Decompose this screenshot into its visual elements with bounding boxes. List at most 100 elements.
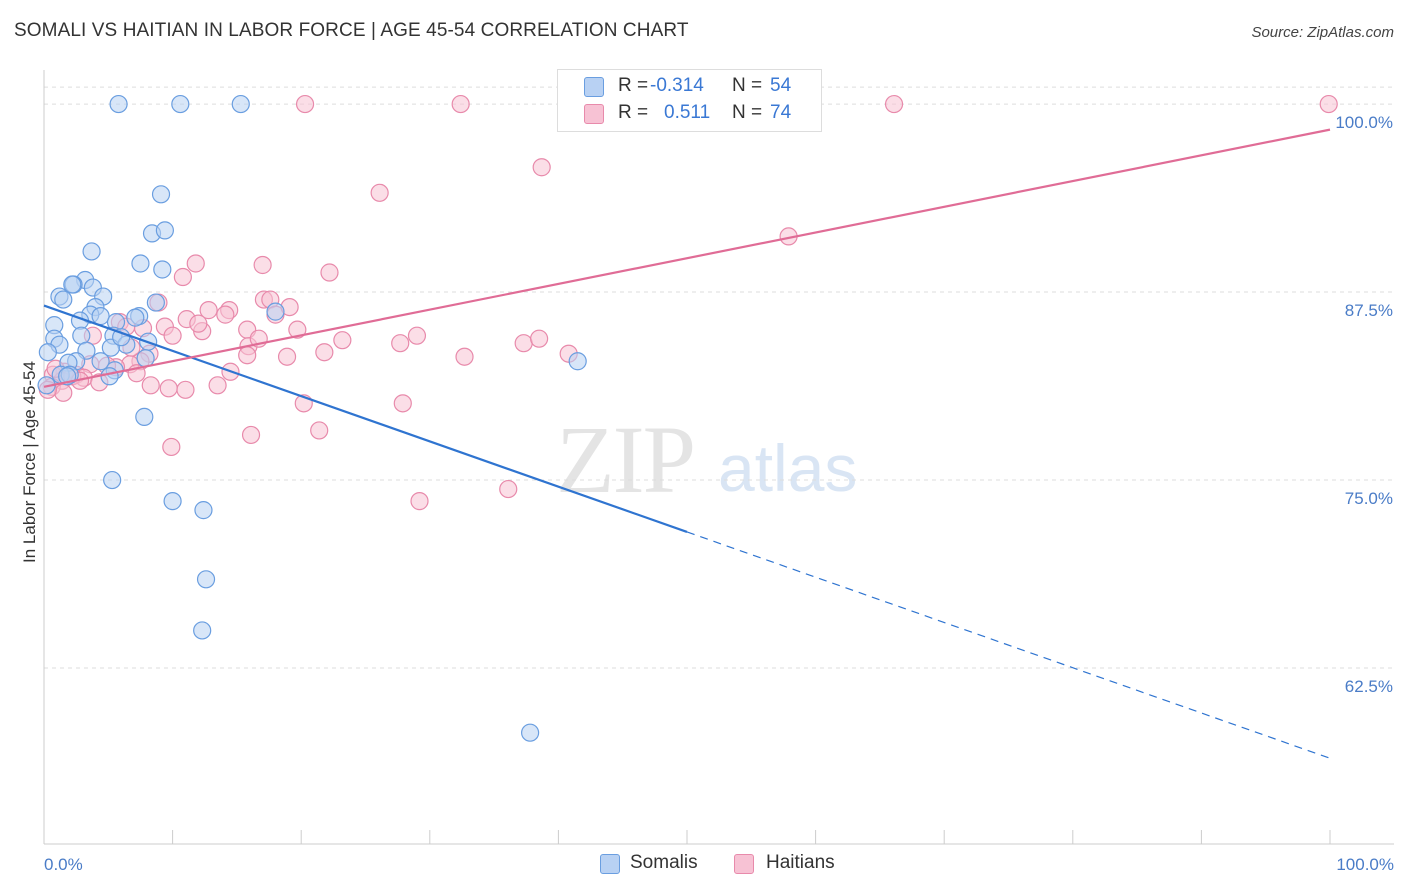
legend-n-value-haitians: 74: [770, 102, 792, 123]
somali-point: [91, 307, 110, 326]
haitian-point: [514, 334, 533, 353]
legend-r-label: R =: [618, 102, 649, 123]
correlation-legend: R = -0.314 N = 54 R = 0.511 N = 74: [557, 69, 822, 132]
somali-point: [266, 302, 285, 321]
y-tick-labels: 62.5% 75.0% 87.5% 100.0%: [1335, 113, 1393, 696]
haitian-point: [253, 255, 272, 275]
watermark-atlas: atlas: [718, 431, 858, 505]
source-label: Source: ZipAtlas.com: [1251, 24, 1394, 41]
legend-r-label: R =: [618, 75, 649, 96]
bottom-legend-swatch-haitians: [734, 854, 754, 874]
y-tick-label: 100.0%: [1335, 113, 1393, 132]
somali-point: [91, 352, 110, 371]
somali-point: [153, 260, 172, 279]
bottom-legend-label-haitians: Haitians: [766, 852, 835, 873]
haitian-point: [1319, 94, 1338, 114]
somali-trend-line: [43, 304, 688, 533]
haitian-point: [216, 305, 235, 324]
haitian-point: [295, 94, 315, 114]
haitian-point: [199, 301, 218, 320]
somali-point: [82, 242, 101, 261]
haitian-point: [141, 376, 160, 395]
somali-point: [63, 275, 82, 294]
somali-point: [38, 343, 57, 362]
haitian-point: [189, 314, 208, 333]
haitian-point: [310, 421, 329, 440]
chart-title: SOMALI VS HAITIAN IN LABOR FORCE | AGE 4…: [14, 20, 689, 41]
somali-point: [163, 492, 182, 511]
haitian-point: [288, 320, 307, 339]
haitian-point: [370, 183, 389, 202]
haitian-point: [176, 380, 195, 399]
legend-n-label: N =: [732, 102, 763, 123]
haitian-point: [530, 329, 549, 348]
haitian-point: [163, 326, 182, 345]
haitian-trend-line: [43, 128, 1331, 388]
haitian-series: [38, 94, 1338, 511]
legend-r-value-somalis: -0.314: [650, 75, 704, 96]
y-tick-label: 75.0%: [1345, 489, 1393, 508]
somali-point: [103, 470, 122, 490]
bottom-legend-swatch-somalis: [600, 854, 620, 874]
somali-point: [568, 352, 587, 371]
somali-point: [135, 407, 154, 426]
somali-point: [126, 308, 145, 327]
somali-point: [151, 185, 171, 204]
somali-point: [100, 367, 119, 386]
haitian-point: [315, 343, 334, 362]
haitian-point: [884, 94, 904, 114]
haitian-point: [54, 383, 73, 402]
haitian-point: [532, 158, 551, 177]
legend-r-value-haitians: 0.511: [664, 102, 711, 123]
somali-trend-extension: [686, 531, 1331, 759]
x-tick-label-min: 0.0%: [44, 855, 83, 874]
somali-point: [193, 621, 212, 640]
y-tick-label: 62.5%: [1345, 677, 1393, 696]
y-tick-label: 87.5%: [1345, 301, 1393, 320]
haitian-point: [162, 437, 181, 457]
haitian-point: [455, 347, 474, 366]
legend-row-haitians: R = 0.511 N = 74: [558, 102, 821, 128]
somali-point: [54, 290, 73, 309]
somali-series: [37, 94, 587, 742]
somali-point: [196, 570, 216, 589]
legend-n-label: N =: [732, 75, 763, 96]
axes: [43, 70, 1394, 845]
legend-n-value-somalis: 54: [770, 75, 792, 96]
bottom-legend-haitians: Haitians: [734, 852, 854, 878]
haitian-point: [186, 254, 205, 273]
somali-point: [171, 94, 190, 114]
somali-point: [521, 723, 540, 742]
legend-swatch-haitians: [584, 104, 604, 124]
haitian-point: [391, 334, 410, 353]
legend-row-somalis: R = -0.314 N = 54: [558, 75, 821, 101]
somali-point: [155, 221, 174, 240]
haitian-point: [277, 347, 297, 366]
x-ticks: [43, 830, 1331, 844]
haitian-point: [451, 94, 470, 114]
haitian-point: [241, 425, 261, 445]
bottom-legend-somalis: Somalis: [600, 852, 720, 878]
haitian-point: [159, 379, 178, 398]
haitian-point: [407, 326, 427, 345]
x-tick-label-max: 100.0%: [1336, 855, 1394, 874]
haitian-point: [393, 394, 412, 413]
haitian-point: [333, 331, 352, 350]
haitian-point: [410, 492, 429, 511]
somali-point: [72, 326, 91, 345]
somali-point: [112, 328, 131, 347]
somali-point: [231, 94, 250, 114]
somali-point: [146, 293, 165, 312]
haitian-point: [173, 267, 192, 287]
somali-point: [194, 501, 213, 520]
trend-lines: [43, 128, 1331, 759]
haitian-point: [208, 376, 227, 395]
legend-swatch-somalis: [584, 77, 604, 97]
haitian-point: [238, 346, 257, 365]
somali-point: [131, 254, 150, 273]
bottom-legend-label-somalis: Somalis: [630, 852, 698, 873]
somali-point: [109, 94, 128, 114]
haitian-point: [499, 479, 518, 499]
haitian-point: [320, 263, 339, 282]
